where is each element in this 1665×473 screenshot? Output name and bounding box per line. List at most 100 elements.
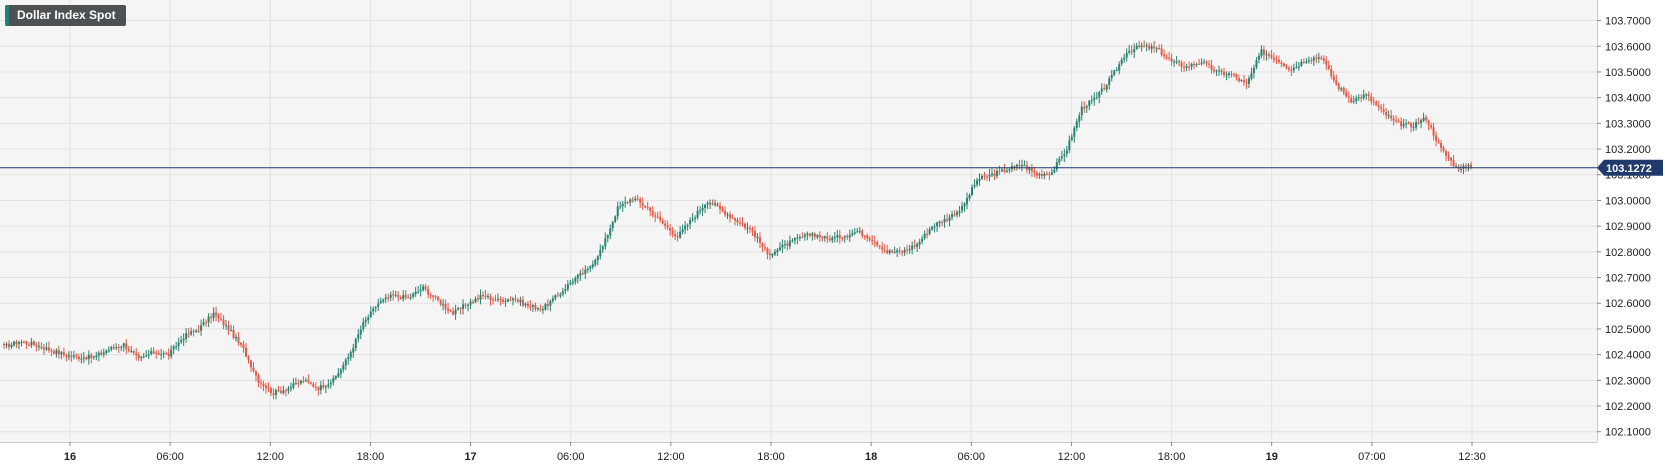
candle-body xyxy=(1075,121,1078,129)
candle-body xyxy=(1360,97,1363,99)
candle xyxy=(322,379,325,390)
candle-body xyxy=(1020,165,1023,167)
candle-body xyxy=(292,383,295,388)
candle xyxy=(539,304,542,312)
candle-body xyxy=(818,234,821,238)
candle-body xyxy=(1345,92,1348,97)
candle-body xyxy=(1045,173,1048,175)
x-axis: 16 06:00 12:00 18:00 17 06:00 12:00 18:00 18 06:0… xyxy=(64,442,1486,463)
candle xyxy=(282,385,285,395)
candle-body xyxy=(257,375,260,383)
candle xyxy=(1227,71,1230,79)
candle-body xyxy=(1030,168,1033,172)
y-tick-label: 102.6000 xyxy=(1605,298,1651,310)
candle xyxy=(324,384,327,394)
candle xyxy=(302,376,305,384)
candle xyxy=(988,169,991,182)
candle xyxy=(419,284,422,297)
candle xyxy=(1138,40,1141,49)
candle-body xyxy=(833,236,836,238)
candle xyxy=(354,337,357,352)
candle xyxy=(679,226,682,239)
candle xyxy=(182,333,185,346)
candle-body xyxy=(883,250,886,252)
candle xyxy=(1093,92,1096,106)
x-tick-label: 06:00 xyxy=(156,451,184,463)
candle xyxy=(1040,169,1043,180)
candle xyxy=(926,228,929,239)
x-tick-label: 12:00 xyxy=(257,451,285,463)
candle-body xyxy=(863,235,866,237)
candle-body xyxy=(1465,165,1468,167)
candle xyxy=(1462,163,1465,175)
candle xyxy=(372,306,375,316)
candle xyxy=(978,173,981,186)
candle-body xyxy=(586,268,589,270)
candle-body xyxy=(1400,121,1403,127)
candle xyxy=(389,291,392,302)
candle xyxy=(506,298,509,303)
candle xyxy=(289,382,292,392)
candle-body xyxy=(985,176,988,178)
candle xyxy=(135,348,138,361)
candle-body xyxy=(679,231,682,238)
candle-body xyxy=(1078,115,1081,122)
candle-body xyxy=(1267,54,1270,56)
candle xyxy=(546,298,549,311)
candle xyxy=(1105,83,1108,93)
candle-body xyxy=(167,353,170,356)
candle-body xyxy=(526,303,529,307)
candle xyxy=(990,168,993,178)
candle-body xyxy=(941,222,944,224)
candle xyxy=(85,355,88,361)
candle-body xyxy=(1048,173,1051,175)
candle-body xyxy=(811,233,814,236)
candle xyxy=(357,328,360,343)
candle-body xyxy=(1422,117,1425,121)
candle-body xyxy=(12,341,15,346)
candle xyxy=(1280,60,1283,68)
candle xyxy=(901,250,904,257)
candle xyxy=(439,299,442,307)
candle-body xyxy=(1028,168,1031,171)
candle xyxy=(993,169,996,181)
candle-body xyxy=(1277,59,1280,63)
candle xyxy=(1290,65,1293,77)
candle-body xyxy=(1013,166,1016,168)
candle xyxy=(1367,91,1370,102)
candle xyxy=(1400,117,1403,131)
candle-body xyxy=(694,217,697,219)
candle xyxy=(125,339,128,355)
x-tick-label: 12:00 xyxy=(1058,451,1086,463)
candle-body xyxy=(1220,70,1223,72)
candle-body xyxy=(65,354,68,357)
candle xyxy=(142,353,145,359)
candle-body xyxy=(409,297,412,299)
candle-body xyxy=(87,354,90,359)
candle xyxy=(409,293,412,301)
candle xyxy=(1208,60,1211,69)
candle-body xyxy=(686,224,689,227)
candle xyxy=(716,202,719,207)
candle xyxy=(813,232,816,240)
candle-body xyxy=(981,176,983,179)
candle xyxy=(968,193,971,201)
candle xyxy=(422,283,425,292)
x-tick-label: 12:30 xyxy=(1458,451,1486,463)
candle xyxy=(329,379,332,389)
candle xyxy=(913,239,916,250)
candle xyxy=(387,293,390,302)
candle-body xyxy=(75,355,78,357)
candle-body xyxy=(888,250,891,253)
candle xyxy=(197,324,200,334)
candle-body xyxy=(1035,172,1038,176)
candle xyxy=(115,343,118,351)
candle-body xyxy=(1050,172,1053,175)
candle-body xyxy=(816,235,819,238)
candle-body xyxy=(349,352,352,358)
candle-body xyxy=(766,248,769,255)
candle-body xyxy=(190,331,193,335)
candle xyxy=(886,244,889,255)
candle xyxy=(382,298,385,304)
candle xyxy=(878,244,881,250)
